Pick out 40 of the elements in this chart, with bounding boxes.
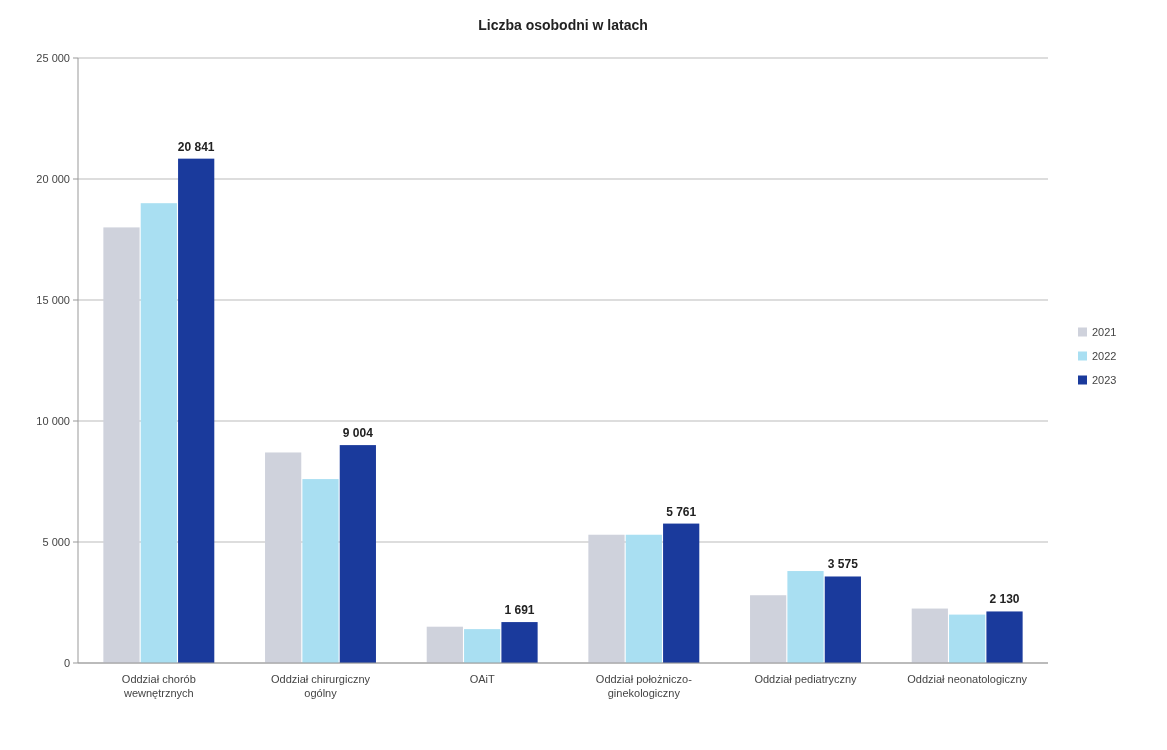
- x-tick-label: Oddział pediatryczny: [754, 673, 858, 685]
- bar: [464, 629, 501, 663]
- bar: [663, 523, 700, 663]
- bar: [750, 595, 787, 663]
- x-tick-label: Oddział położniczo-ginekologiczny: [595, 673, 693, 700]
- chart-title: Liczba osobodni w latach: [478, 17, 648, 33]
- x-tick-label: Oddział neonatologiczny: [907, 673, 1028, 685]
- bar: [339, 445, 376, 663]
- bar: [625, 534, 662, 663]
- data-label: 1 691: [504, 603, 535, 618]
- legend-label: 2021: [1092, 325, 1117, 338]
- bar: [103, 227, 140, 663]
- data-label: 2 130: [989, 592, 1020, 607]
- y-tick-label: 25 000: [36, 51, 70, 64]
- bar: [265, 452, 302, 663]
- bar: [501, 622, 538, 663]
- bar: [302, 479, 339, 663]
- data-label: 5 761: [666, 504, 697, 519]
- bar: [986, 611, 1023, 663]
- bar: [787, 571, 824, 663]
- x-tick-label: OAiT: [469, 673, 495, 685]
- bar: [949, 614, 986, 663]
- y-tick-label: 20 000: [36, 172, 70, 185]
- y-tick-label: 0: [63, 656, 70, 669]
- bar: [911, 608, 948, 663]
- y-tick-label: 15 000: [36, 293, 70, 306]
- legend-label: 2023: [1092, 373, 1117, 386]
- y-tick-label: 5 000: [42, 535, 70, 548]
- data-label: 20 841: [177, 139, 215, 154]
- x-tick-label: Oddział chirurgiczny ogólny: [270, 673, 371, 700]
- legend-label: 2022: [1092, 349, 1117, 362]
- data-label: 9 004: [342, 426, 374, 441]
- bar: [178, 158, 215, 663]
- bar: [588, 534, 625, 663]
- y-tick-label: 10 000: [36, 414, 70, 427]
- bar: [824, 576, 861, 663]
- x-tick-label: Oddział chorób wewnętrznych: [121, 673, 196, 700]
- bar: [426, 626, 463, 663]
- bar: [140, 203, 177, 663]
- data-label: 3 575: [827, 557, 859, 572]
